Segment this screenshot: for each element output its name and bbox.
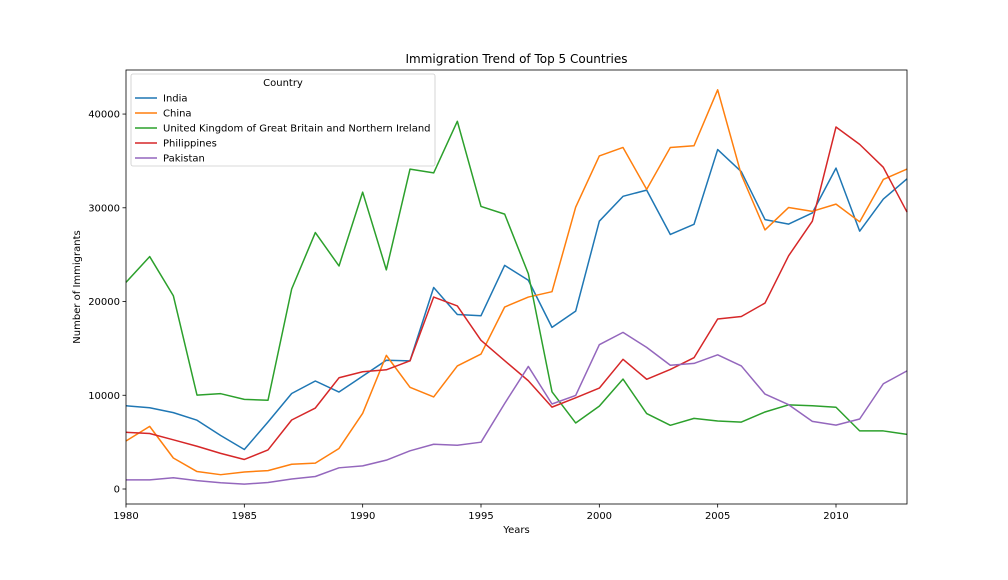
y-axis-label: Number of Immigrants xyxy=(72,230,83,343)
x-tick-label: 2000 xyxy=(587,511,612,522)
legend: Country India China United Kingdom of Grea… xyxy=(130,73,436,167)
y-tick-label: 20000 xyxy=(88,297,120,308)
x-tick-label: 2010 xyxy=(823,511,848,522)
legend-title: Country xyxy=(263,78,303,89)
series-line-1 xyxy=(125,89,908,476)
x-axis-label: Years xyxy=(502,525,529,536)
legend-entry-1: China xyxy=(163,109,192,120)
series-line-3 xyxy=(125,126,908,461)
series-line-4 xyxy=(125,331,908,485)
legend-entry-4: Pakistan xyxy=(163,154,205,165)
legend-entry-3: Philippines xyxy=(163,139,217,150)
x-tick-label: 1995 xyxy=(468,511,493,522)
y-tick-label: 40000 xyxy=(88,110,120,121)
x-tick-label: 1985 xyxy=(232,511,257,522)
x-tick-label: 1990 xyxy=(350,511,375,522)
chart-title: Immigration Trend of Top 5 Countries xyxy=(405,52,627,66)
legend-entry-0: India xyxy=(163,94,188,105)
x-tick-label: 2005 xyxy=(705,511,730,522)
legend-box xyxy=(130,73,436,167)
legend-entry-2: United Kingdom of Great Britain and Nort… xyxy=(163,124,431,135)
plot-frame xyxy=(125,69,908,505)
series-line-0 xyxy=(125,148,908,451)
y-tick-label: 30000 xyxy=(88,203,120,214)
y-tick-label: 0 xyxy=(114,485,120,496)
series-line-2 xyxy=(125,120,908,436)
axis-ticks: 1980 1985 1990 1995 2000 2005 2010 0 10000 20000 3… xyxy=(88,110,849,522)
plot-area xyxy=(125,89,908,485)
x-tick-label: 1980 xyxy=(113,511,138,522)
y-tick-label: 10000 xyxy=(88,391,120,402)
